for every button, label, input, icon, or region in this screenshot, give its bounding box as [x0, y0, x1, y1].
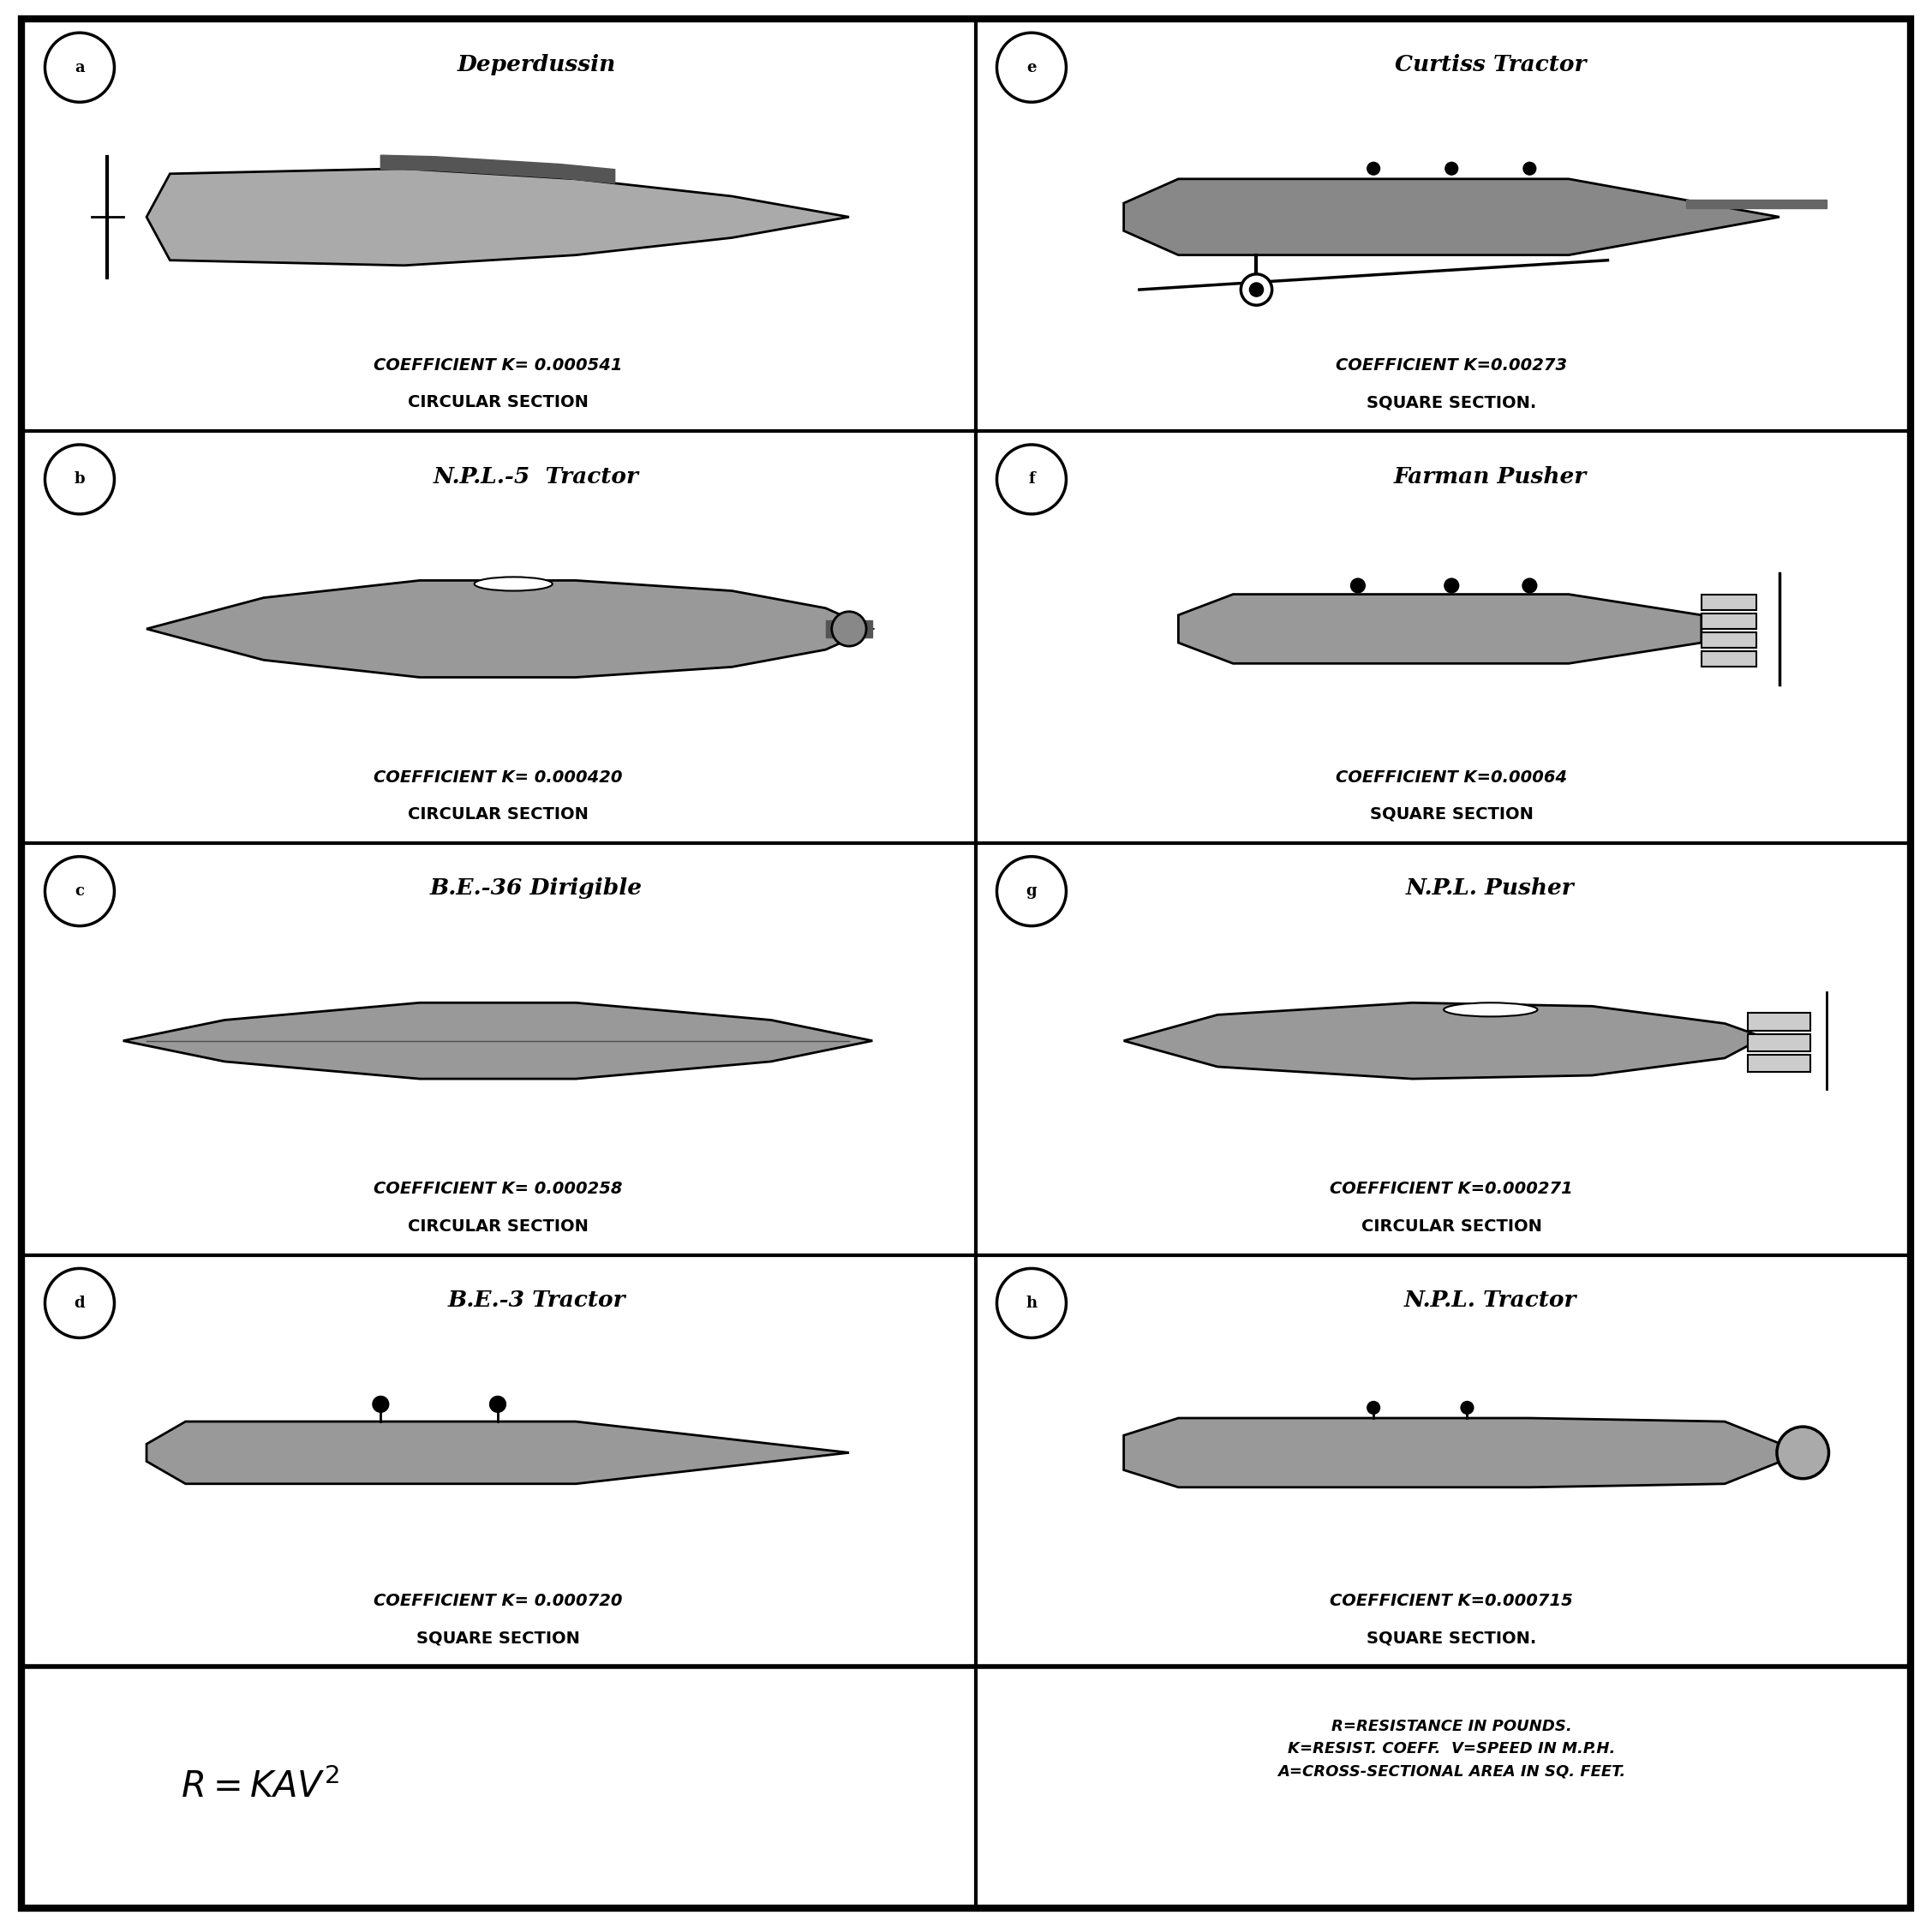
Circle shape — [1366, 1401, 1381, 1414]
FancyBboxPatch shape — [21, 19, 1911, 1908]
Text: CIRCULAR SECTION: CIRCULAR SECTION — [408, 395, 587, 410]
Text: N.P.L. Tractor: N.P.L. Tractor — [1405, 1289, 1577, 1310]
Text: SQUARE SECTION: SQUARE SECTION — [415, 1630, 580, 1646]
Text: g: g — [1026, 883, 1037, 900]
Ellipse shape — [1443, 1002, 1538, 1017]
Text: CIRCULAR SECTION: CIRCULAR SECTION — [1362, 1218, 1542, 1235]
Polygon shape — [825, 620, 873, 638]
Text: SQUARE SECTION: SQUARE SECTION — [1370, 805, 1534, 823]
FancyBboxPatch shape — [1702, 632, 1756, 647]
Circle shape — [373, 1395, 390, 1412]
Polygon shape — [147, 168, 848, 266]
FancyBboxPatch shape — [1702, 594, 1756, 609]
Circle shape — [1777, 1426, 1830, 1478]
Text: COEFFICIENT K= 0.000720: COEFFICIENT K= 0.000720 — [373, 1594, 622, 1609]
FancyBboxPatch shape — [1748, 1035, 1810, 1050]
FancyBboxPatch shape — [1702, 613, 1756, 628]
Text: N.P.L. Pusher: N.P.L. Pusher — [1406, 879, 1575, 900]
Polygon shape — [147, 1422, 848, 1484]
Circle shape — [1366, 162, 1381, 175]
Text: B.E.-3 Tractor: B.E.-3 Tractor — [448, 1289, 626, 1310]
Text: b: b — [73, 472, 85, 488]
Polygon shape — [381, 156, 614, 183]
Polygon shape — [1124, 179, 1779, 254]
FancyBboxPatch shape — [1748, 1014, 1810, 1031]
Circle shape — [1445, 162, 1459, 175]
Circle shape — [489, 1395, 506, 1412]
Polygon shape — [1124, 1002, 1764, 1079]
Text: d: d — [73, 1295, 85, 1310]
Text: COEFFICIENT K= 0.000541: COEFFICIENT K= 0.000541 — [373, 356, 622, 374]
Text: COEFFICIENT K=0.00064: COEFFICIENT K=0.00064 — [1335, 769, 1567, 786]
Text: Farman Pusher: Farman Pusher — [1393, 466, 1586, 488]
Circle shape — [1443, 578, 1459, 594]
Circle shape — [1461, 1401, 1474, 1414]
FancyBboxPatch shape — [1748, 1054, 1810, 1071]
Text: a: a — [75, 60, 85, 75]
Polygon shape — [1179, 594, 1702, 663]
Polygon shape — [147, 580, 873, 676]
Text: CIRCULAR SECTION: CIRCULAR SECTION — [408, 805, 587, 823]
Text: h: h — [1026, 1295, 1037, 1310]
Polygon shape — [124, 1002, 873, 1079]
Text: B.E.-36 Dirigible: B.E.-36 Dirigible — [431, 879, 643, 900]
Circle shape — [831, 611, 866, 646]
Text: Deperdussin: Deperdussin — [458, 54, 616, 75]
FancyBboxPatch shape — [1702, 651, 1756, 667]
Text: COEFFICIENT K=0.00273: COEFFICIENT K=0.00273 — [1335, 356, 1567, 374]
Circle shape — [1522, 162, 1536, 175]
Text: N.P.L.-5  Tractor: N.P.L.-5 Tractor — [433, 466, 639, 488]
Text: COEFFICIENT K=0.000715: COEFFICIENT K=0.000715 — [1329, 1594, 1573, 1609]
Text: SQUARE SECTION.: SQUARE SECTION. — [1366, 1630, 1536, 1646]
Text: R=RESISTANCE IN POUNDS.
K=RESIST. COEFF.  V=SPEED IN M.P.H.
A=CROSS-SECTIONAL AR: R=RESISTANCE IN POUNDS. K=RESIST. COEFF.… — [1277, 1719, 1625, 1779]
Circle shape — [1250, 283, 1264, 297]
Text: COEFFICIENT K= 0.000258: COEFFICIENT K= 0.000258 — [373, 1181, 622, 1197]
Text: COEFFICIENT K= 0.000420: COEFFICIENT K= 0.000420 — [373, 769, 622, 786]
Text: c: c — [75, 883, 85, 900]
Ellipse shape — [475, 576, 553, 592]
Text: $R = KAV^2$: $R = KAV^2$ — [180, 1769, 338, 1806]
Polygon shape — [1687, 200, 1826, 208]
Circle shape — [1522, 578, 1538, 594]
Text: e: e — [1026, 60, 1036, 75]
Text: Curtiss Tractor: Curtiss Tractor — [1395, 54, 1586, 75]
Text: CIRCULAR SECTION: CIRCULAR SECTION — [408, 1218, 587, 1235]
Polygon shape — [1124, 1418, 1803, 1488]
Text: f: f — [1028, 472, 1036, 488]
Text: SQUARE SECTION.: SQUARE SECTION. — [1366, 395, 1536, 410]
Circle shape — [1240, 274, 1271, 304]
Circle shape — [1350, 578, 1366, 594]
Text: COEFFICIENT K=0.000271: COEFFICIENT K=0.000271 — [1329, 1181, 1573, 1197]
